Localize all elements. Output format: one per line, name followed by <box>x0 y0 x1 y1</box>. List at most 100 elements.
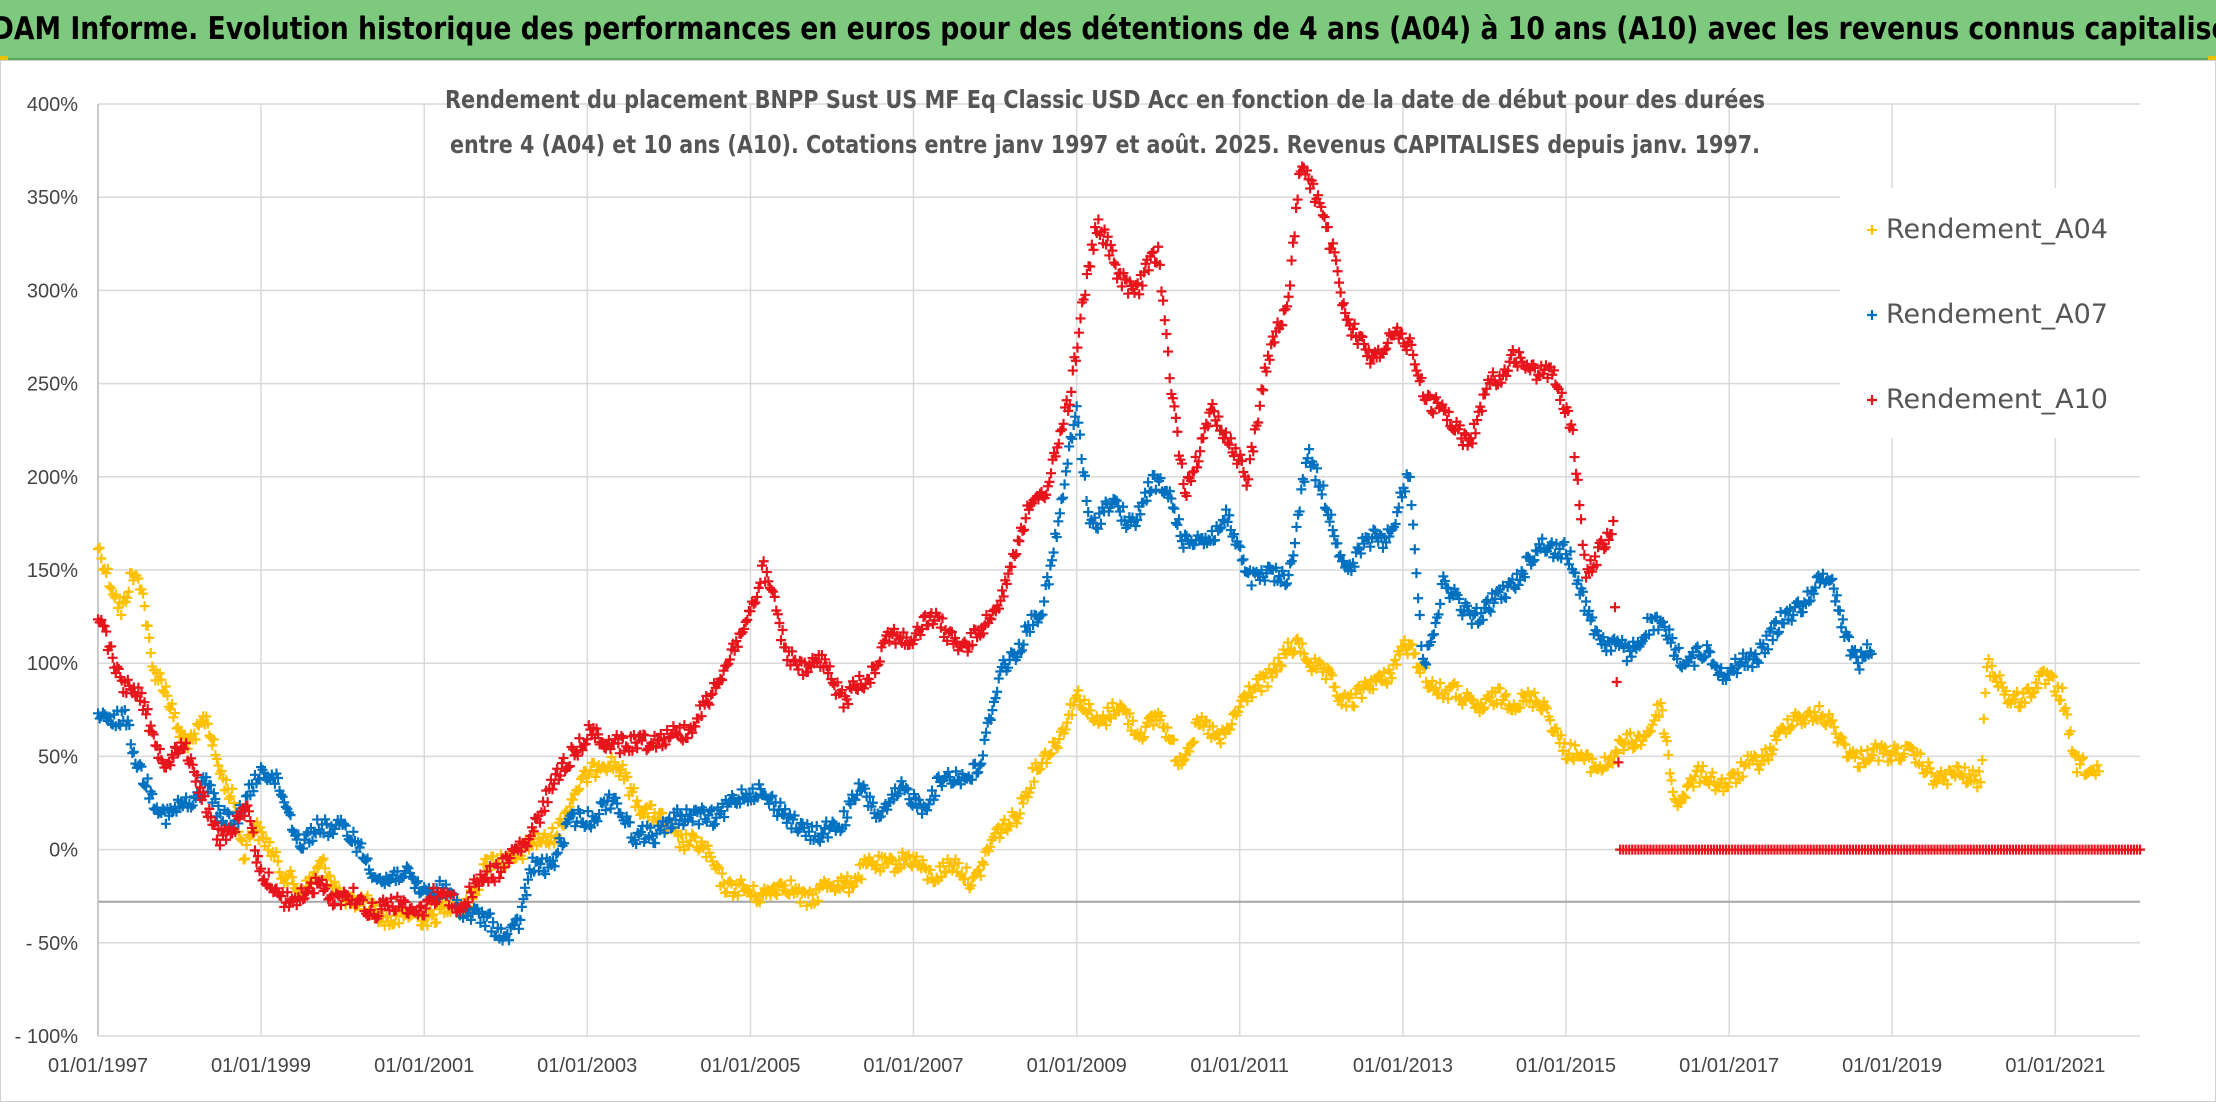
banner-corner-left <box>0 56 8 60</box>
data-point-rendement-a04 <box>1982 662 1993 673</box>
data-point-rendement-a07 <box>672 804 683 815</box>
data-point-rendement-a07 <box>504 935 515 946</box>
data-point-rendement-a07 <box>1365 541 1376 552</box>
legend: Rendement_A04 Rendement_A07 Rendement_A10 <box>1840 188 2140 438</box>
data-point-rendement-a04 <box>1750 751 1761 762</box>
data-point-rendement-a04 <box>145 648 156 659</box>
data-point-rendement-a10 <box>1406 339 1417 350</box>
data-point-rendement-a04 <box>966 880 977 891</box>
data-point-rendement-a10 <box>824 661 835 672</box>
data-point-rendement-a07 <box>570 821 581 832</box>
data-point-rendement-a07 <box>362 853 373 864</box>
data-point-rendement-a10 <box>1246 441 1257 452</box>
data-point-rendement-a10 <box>1481 383 1492 394</box>
data-point-rendement-a10 <box>552 763 563 774</box>
data-point-rendement-a10 <box>101 626 112 637</box>
legend-marker <box>1867 225 1877 235</box>
data-point-rendement-a04 <box>1994 670 2005 681</box>
data-point-rendement-a07 <box>552 847 563 858</box>
data-point-rendement-a07 <box>621 811 632 822</box>
data-point-rendement-a07 <box>1767 635 1778 646</box>
data-point-rendement-a04 <box>431 917 442 928</box>
data-point-rendement-a07 <box>1413 593 1424 604</box>
data-point-rendement-a04 <box>1233 706 1244 717</box>
data-point-rendement-a04 <box>1292 633 1303 644</box>
data-point-rendement-a07 <box>612 798 623 809</box>
data-point-rendement-a04 <box>1739 761 1750 772</box>
data-point-rendement-a04 <box>1127 715 1138 726</box>
data-point-rendement-a07 <box>213 800 224 811</box>
data-point-rendement-a04 <box>1074 696 1085 707</box>
data-point-rendement-a10 <box>636 735 647 746</box>
data-point-rendement-a04 <box>1625 727 1636 738</box>
data-point-rendement-a04 <box>1925 763 1935 774</box>
data-point-rendement-a10 <box>986 614 997 625</box>
data-point-rendement-a07 <box>1155 473 1166 484</box>
data-point-rendement-a07 <box>977 750 988 761</box>
data-point-rendement-a10 <box>1134 289 1145 300</box>
data-point-rendement-a04 <box>1276 661 1287 672</box>
data-point-rendement-a10 <box>1066 386 1077 397</box>
data-point-rendement-a04 <box>1041 757 1052 768</box>
y-tick-label: 150% <box>27 560 78 582</box>
data-point-rendement-a04 <box>478 859 489 870</box>
data-point-rendement-a04 <box>1766 749 1777 760</box>
data-point-rendement-a10 <box>1075 313 1086 324</box>
data-point-rendement-a10 <box>1056 424 1067 435</box>
data-point-rendement-a04 <box>771 889 782 900</box>
data-point-rendement-a10 <box>464 881 475 892</box>
data-point-rendement-a04 <box>104 581 115 592</box>
data-point-rendement-a10 <box>1073 327 1084 338</box>
data-point-rendement-a04 <box>770 888 781 899</box>
data-point-rendement-a04 <box>812 895 823 906</box>
data-point-rendement-a10 <box>632 743 643 754</box>
data-point-rendement-a07 <box>706 804 717 815</box>
data-point-rendement-a07 <box>693 819 704 830</box>
data-point-rendement-a07 <box>594 809 605 820</box>
data-point-rendement-a04 <box>2078 752 2089 763</box>
data-point-rendement-a07 <box>1438 571 1449 582</box>
data-point-rendement-a07 <box>822 832 833 843</box>
data-point-rendement-a04 <box>702 840 713 851</box>
data-point-rendement-a07 <box>328 828 339 839</box>
data-point-rendement-a10 <box>1118 268 1129 279</box>
data-point-rendement-a10 <box>1427 408 1438 419</box>
data-point-rendement-a10 <box>1289 231 1300 242</box>
data-point-rendement-a07 <box>1083 507 1094 518</box>
data-point-rendement-a10 <box>1258 385 1269 396</box>
data-point-rendement-a07 <box>813 834 824 845</box>
data-point-rendement-a04 <box>428 909 439 920</box>
data-point-rendement-a10 <box>651 742 662 753</box>
data-point-rendement-a04 <box>1873 755 1884 766</box>
data-point-rendement-a10 <box>505 853 516 864</box>
data-point-rendement-a04 <box>2092 760 2103 771</box>
data-point-rendement-a07 <box>551 849 562 860</box>
data-point-rendement-a07 <box>1319 502 1330 513</box>
data-point-rendement-a04 <box>1124 708 1135 719</box>
data-point-rendement-a07 <box>1852 658 1863 669</box>
data-point-rendement-a07 <box>667 822 678 833</box>
data-point-rendement-a07 <box>1731 668 1742 679</box>
data-point-rendement-a07 <box>1692 641 1703 652</box>
data-point-rendement-a07 <box>522 874 533 885</box>
data-point-rendement-a10 <box>414 901 425 912</box>
data-point-rendement-a10 <box>154 743 165 754</box>
data-point-rendement-a04 <box>1107 698 1118 709</box>
data-point-rendement-a04 <box>1983 654 1994 665</box>
data-point-rendement-a10 <box>1569 452 1580 463</box>
data-point-rendement-a07 <box>201 772 212 783</box>
data-point-rendement-a10 <box>465 887 476 898</box>
data-point-rendement-a04 <box>1645 726 1656 737</box>
data-point-rendement-a04 <box>1768 744 1779 755</box>
data-point-rendement-a07 <box>1537 533 1548 544</box>
data-point-rendement-a04 <box>154 668 165 679</box>
data-point-rendement-a07 <box>208 788 219 799</box>
data-point-rendement-a10 <box>870 668 881 679</box>
data-point-rendement-a10 <box>1292 194 1303 205</box>
data-point-rendement-a04 <box>201 711 212 722</box>
data-point-rendement-a04 <box>1905 742 1916 753</box>
data-point-rendement-a10 <box>753 582 764 593</box>
data-point-rendement-a07 <box>656 821 667 832</box>
data-point-rendement-a07 <box>1061 466 1072 477</box>
data-point-rendement-a04 <box>1958 772 1969 783</box>
